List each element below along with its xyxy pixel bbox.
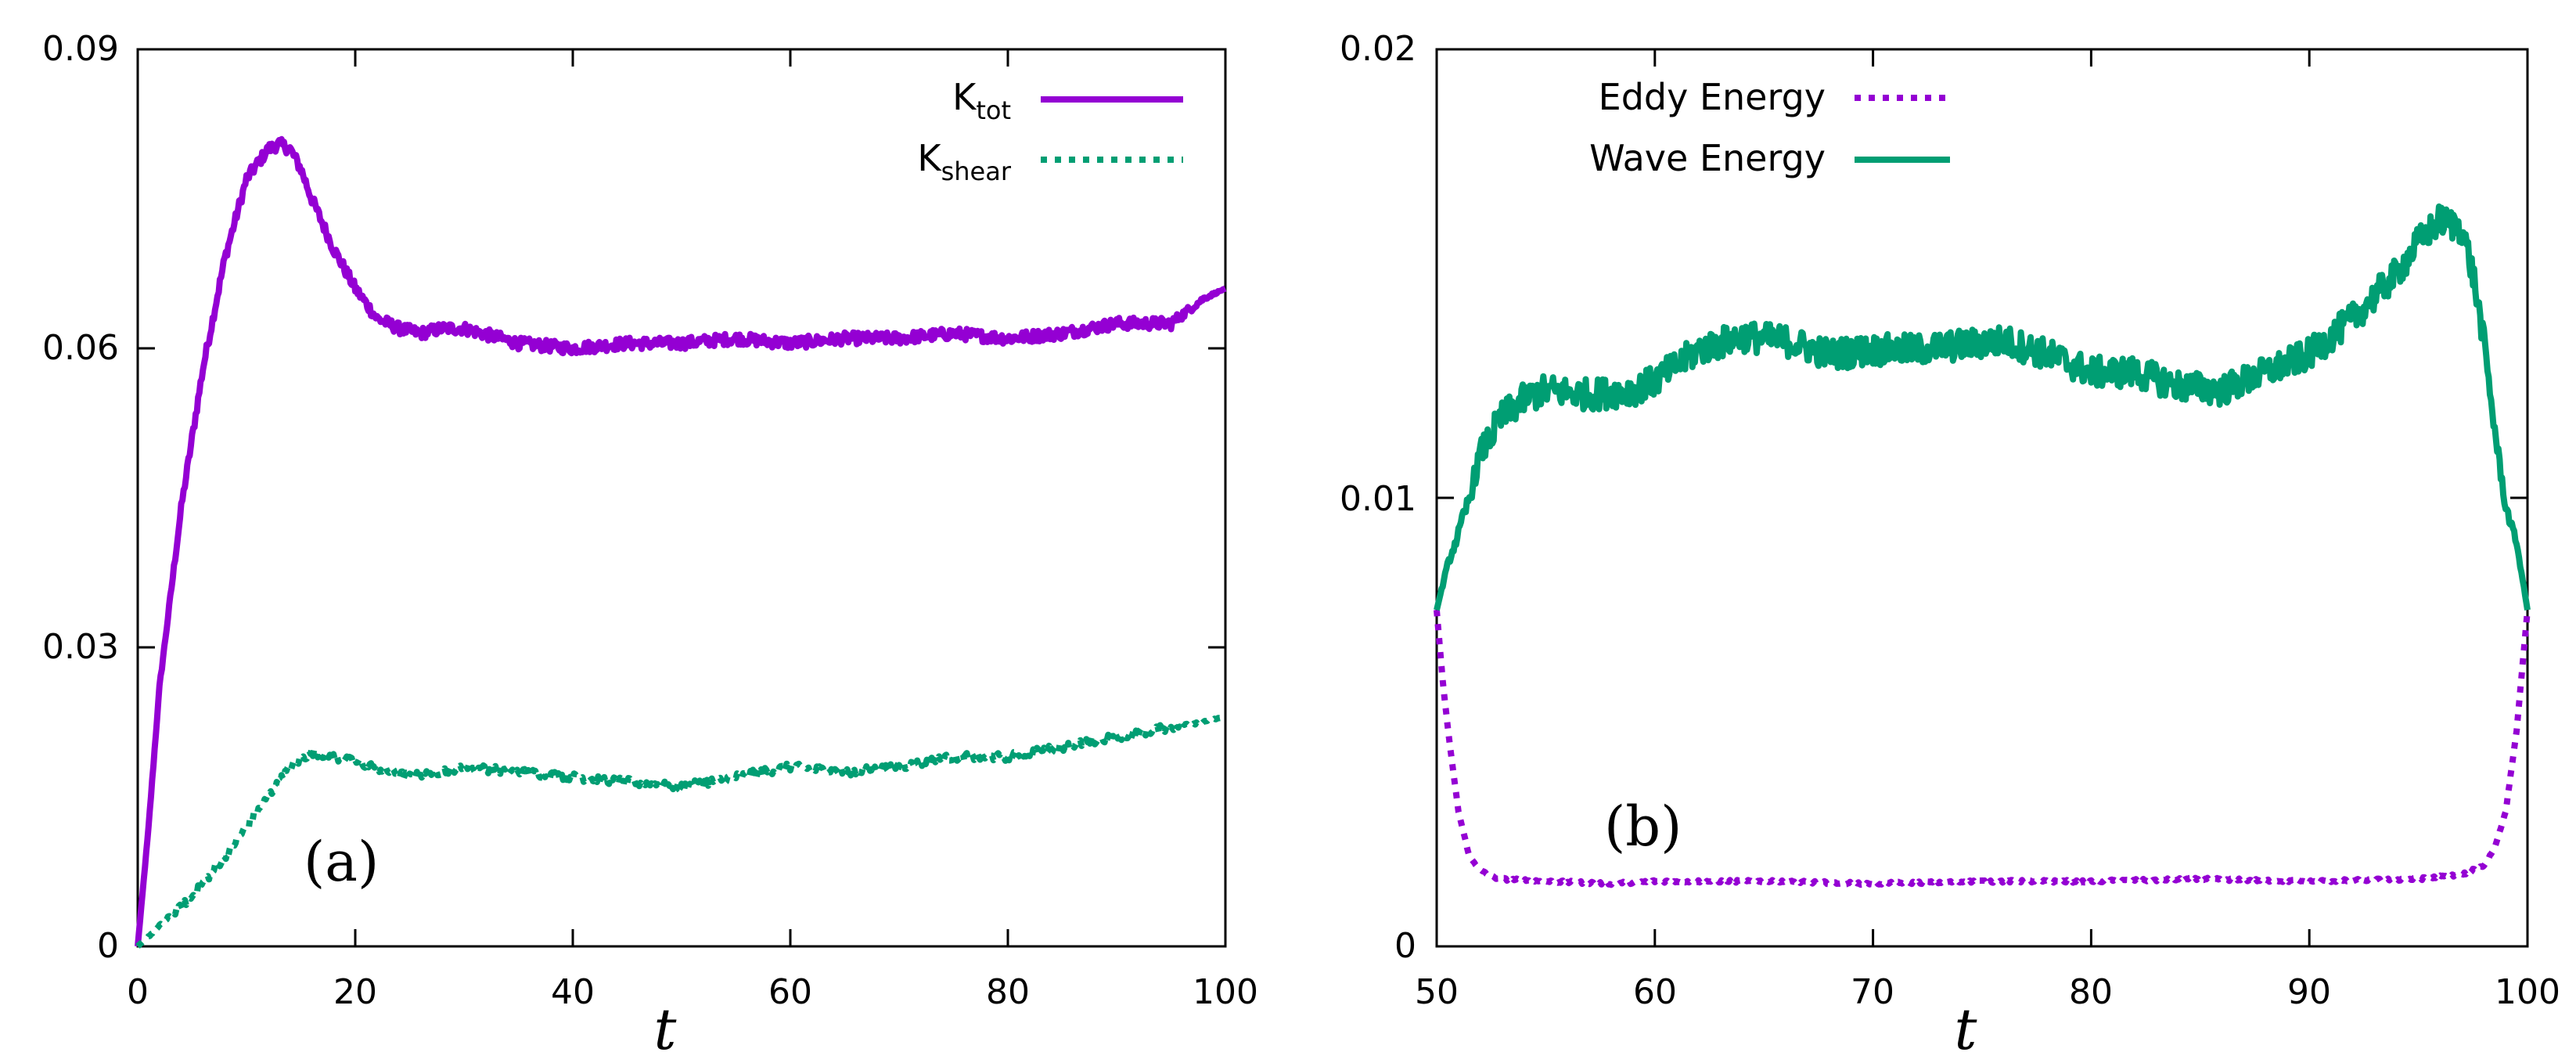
panel-b-xtick-label: 70 (1851, 972, 1894, 1012)
panel-a-xtick-label: 80 (986, 972, 1030, 1012)
series-line-k-tot (135, 135, 1228, 947)
panel-a: 0 0.03 0.06 0.09 0 20 40 60 80 100 t (a)… (42, 29, 1258, 1062)
legend-label-k-shear: Kshear (917, 137, 1011, 186)
panel-b-ytick-label: 0.01 (1340, 479, 1416, 519)
panel-b-x-axis-label: t (1955, 996, 1978, 1062)
panel-a-ytick-label: 0.03 (42, 627, 119, 667)
panel-a-xtick-label: 20 (333, 972, 377, 1012)
panel-a-ytick-label: 0.06 (42, 328, 119, 368)
panel-b: 0 0.01 0.02 50 60 70 80 90 100 t (b) Edd… (1340, 29, 2560, 1062)
panel-b-xtick-label: 80 (2069, 972, 2113, 1012)
panel-a-ytick-label: 0 (97, 926, 119, 966)
panel-a-x-axis-label: t (654, 996, 678, 1062)
legend-label-eddy-energy: Eddy Energy (1599, 76, 1826, 118)
panel-a-legend: Ktot Kshear (917, 76, 1183, 186)
panel-b-ticks (1435, 48, 2529, 948)
panel-a-ticks (136, 48, 1227, 948)
panel-a-tag: (a) (304, 830, 379, 894)
panel-a-xtick-label: 40 (551, 972, 595, 1012)
legend-label-wave-energy: Wave Energy (1589, 137, 1826, 179)
panel-b-series-lines (1434, 203, 2531, 888)
panel-a-ytick-label: 0.09 (42, 29, 119, 69)
panel-b-tag: (b) (1604, 795, 1682, 859)
panel-a-series-lines (135, 135, 1228, 949)
panel-b-xtick-label: 100 (2495, 972, 2560, 1012)
series-line-eddy-energy (1434, 609, 2531, 888)
panel-b-xtick-label: 50 (1415, 972, 1459, 1012)
panel-a-xtick-label: 100 (1193, 972, 1258, 1012)
series-line-k-shear (135, 714, 1228, 949)
panel-a-plot-frame (136, 48, 1227, 948)
legend-label-k-tot: Ktot (952, 76, 1011, 125)
panel-a-xtick-label: 60 (768, 972, 812, 1012)
panel-b-legend: Eddy Energy Wave Energy (1589, 76, 1950, 179)
panel-a-xtick-label: 0 (127, 972, 149, 1012)
panel-b-xtick-label: 60 (1633, 972, 1677, 1012)
panel-b-ytick-label: 0 (1394, 926, 1416, 966)
panel-b-plot-frame (1435, 48, 2529, 948)
panel-b-xtick-label: 90 (2287, 972, 2331, 1012)
panel-b-ytick-label: 0.02 (1340, 29, 1416, 69)
series-line-wave-energy (1434, 203, 2531, 611)
